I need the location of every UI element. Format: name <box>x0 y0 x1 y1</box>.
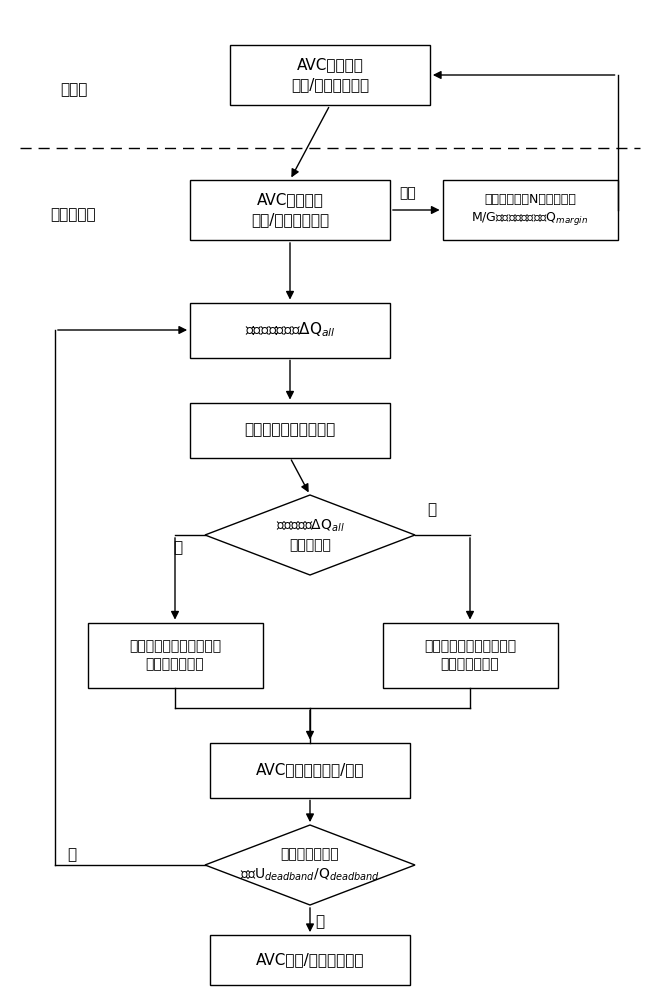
Text: 否: 否 <box>428 502 436 518</box>
Bar <box>210 935 410 985</box>
Text: 并网机组数量N、运行方式
M/G、可调总无功裕度Q$_{margin}$: 并网机组数量N、运行方式 M/G、可调总无功裕度Q$_{margin}$ <box>471 193 589 227</box>
Text: AVC电压/无功调节结束: AVC电压/无功调节结束 <box>256 952 364 968</box>
Text: AVC主站下发
电压/无功调节指令: AVC主站下发 电压/无功调节指令 <box>291 58 369 92</box>
Text: 抽蓄电站侧: 抽蓄电站侧 <box>50 208 96 223</box>
Bar <box>230 45 430 105</box>
Text: 实时: 实时 <box>399 186 416 200</box>
Polygon shape <box>205 825 415 905</box>
Text: 仅执行各台机组无功增量
中小于零的部分: 仅执行各台机组无功增量 中小于零的部分 <box>424 639 516 671</box>
Text: 计算各台机组无功增量: 计算各台机组无功增量 <box>244 422 336 438</box>
Polygon shape <box>205 495 415 575</box>
Text: 总无功增量ΔQ$_{all}$
是否大于零: 总无功增量ΔQ$_{all}$ 是否大于零 <box>276 518 345 552</box>
Text: AVC子站接收
电压/无功调节指令: AVC子站接收 电压/无功调节指令 <box>251 193 329 227</box>
Text: 是: 是 <box>315 914 325 930</box>
Text: AVC调节后的电压/无功: AVC调节后的电压/无功 <box>256 762 364 778</box>
Bar <box>383 622 558 688</box>
Text: 是: 是 <box>174 540 183 556</box>
Text: 计算总无功增量ΔQ$_{all}$: 计算总无功增量ΔQ$_{all}$ <box>245 321 335 339</box>
Text: 电网侧: 电网侧 <box>60 83 87 98</box>
Bar <box>88 622 263 688</box>
Bar <box>190 402 390 458</box>
Text: 仅执行各台机组无功增量
中大于零的部分: 仅执行各台机组无功增量 中大于零的部分 <box>129 639 221 671</box>
Text: 否: 否 <box>67 848 77 862</box>
Bar <box>442 180 618 240</box>
Text: 是否小于或等于
死区U$_{deadband}$/Q$_{deadband}$: 是否小于或等于 死区U$_{deadband}$/Q$_{deadband}$ <box>240 847 380 883</box>
Bar <box>210 742 410 798</box>
Bar <box>190 302 390 358</box>
Bar <box>190 180 390 240</box>
